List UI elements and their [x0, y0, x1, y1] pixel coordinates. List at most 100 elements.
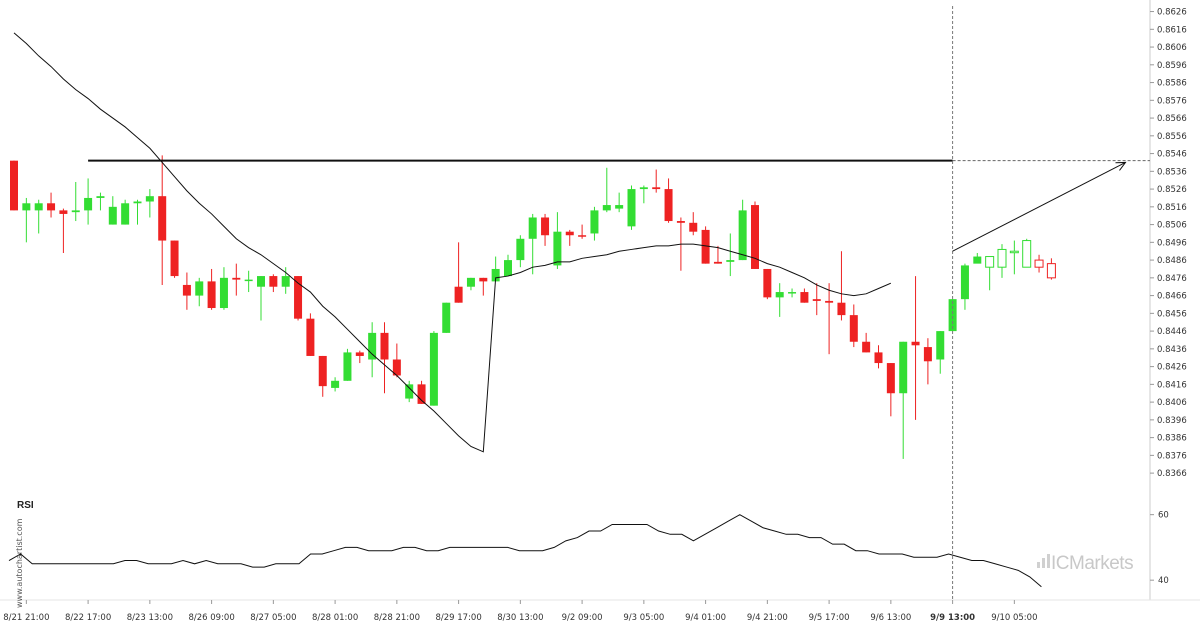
watermark-site: www.autochartist.com [15, 518, 24, 608]
rsi-path [8, 514, 1042, 588]
candle [306, 313, 315, 356]
candle-body [800, 292, 809, 303]
candle-body [639, 187, 648, 190]
candle [862, 332, 871, 353]
candle [923, 338, 932, 385]
candle [1022, 238, 1032, 268]
candle-body [417, 384, 426, 404]
candle [71, 181, 80, 222]
candle [84, 178, 93, 225]
candle-body [713, 261, 722, 264]
candle [96, 192, 105, 211]
candle-body [726, 260, 735, 262]
candle [195, 277, 204, 307]
candle-body [528, 217, 537, 239]
candle-body [997, 248, 1007, 268]
candle [775, 283, 784, 317]
candle-body [874, 352, 883, 364]
candle-body [652, 187, 661, 190]
candle-body [170, 240, 179, 277]
price-tick-label: 0.8376 [1157, 451, 1187, 461]
candle-body [615, 205, 624, 209]
brand-logo: ICMarkets [1037, 553, 1134, 574]
candle-body [368, 332, 377, 360]
price-tick-label: 0.8506 [1157, 221, 1187, 231]
price-tick-label: 0.8496 [1157, 238, 1187, 248]
candle [219, 267, 228, 310]
candle [652, 169, 661, 193]
candle [800, 288, 809, 303]
candle-body [108, 206, 117, 225]
candle [442, 302, 451, 333]
candle-body [34, 203, 43, 211]
time-tick-label: 8/30 13:00 [497, 613, 543, 623]
candle [47, 192, 56, 218]
candle [121, 199, 130, 225]
candle [886, 363, 895, 417]
candle-body [207, 281, 216, 309]
candle [899, 341, 908, 459]
candle [244, 270, 253, 293]
candle-body [1034, 259, 1044, 268]
candle-body [355, 352, 364, 356]
candle-body [578, 235, 587, 237]
pattern-overlays [88, 6, 1150, 600]
brand-logo-text: ICMarkets [1051, 553, 1133, 574]
price-tick-label: 0.8536 [1157, 167, 1187, 177]
candle-body [84, 197, 93, 211]
candle [207, 268, 216, 310]
candle-body [405, 384, 414, 399]
candle [1034, 254, 1044, 273]
price-axis: 0.8626 0.8616 0.8606 0.8596 0.8586 0.8576 0.85… [0, 0, 1200, 601]
candle-body [96, 196, 105, 198]
candle-body [10, 160, 18, 211]
candle-body [442, 302, 451, 333]
time-tick-label: 9/9 13:00 [930, 613, 975, 623]
candle [504, 254, 512, 277]
candle-body [182, 284, 191, 296]
candle [59, 208, 68, 253]
time-tick-label: 8/26 09:00 [188, 613, 234, 623]
candle [664, 178, 673, 223]
candle [936, 331, 945, 374]
candle-body [145, 196, 154, 202]
candle-body [627, 189, 636, 227]
candle-body [219, 277, 228, 309]
price-tick-label: 0.8396 [1157, 416, 1187, 426]
candle-body [973, 256, 982, 264]
rsi-series [8, 514, 1042, 588]
price-tick-label: 0.8596 [1157, 61, 1187, 71]
candle-body [676, 221, 685, 223]
rsi-axis: 60 40 [1150, 511, 1169, 586]
candle-body [47, 203, 56, 211]
candle-body [158, 196, 167, 241]
rsi-tick-label: 40 [1158, 576, 1169, 586]
candle [479, 277, 488, 296]
candle-body [269, 276, 278, 287]
candle [627, 185, 636, 230]
candle [948, 299, 957, 332]
candle [825, 283, 834, 355]
time-tick-label: 8/21 21:00 [3, 613, 49, 623]
price-tick-label: 0.8616 [1157, 25, 1187, 35]
candle [429, 331, 438, 406]
candle-body [121, 203, 130, 225]
candle-body [948, 299, 957, 332]
time-tick-label: 9/5 17:00 [809, 613, 850, 623]
price-tick-label: 0.8626 [1157, 8, 1187, 18]
candle-body [862, 341, 871, 353]
candle [158, 155, 167, 285]
candle-body [565, 231, 574, 236]
candle-body [738, 210, 747, 261]
candle [516, 235, 525, 268]
candle [639, 185, 648, 204]
time-tick-label: 8/28 01:00 [312, 613, 358, 623]
time-tick-label: 9/4 01:00 [685, 613, 726, 623]
candle [1009, 240, 1019, 275]
candle-body [751, 205, 759, 269]
candle-body [923, 347, 932, 362]
candle [170, 240, 179, 278]
candle [713, 245, 722, 264]
